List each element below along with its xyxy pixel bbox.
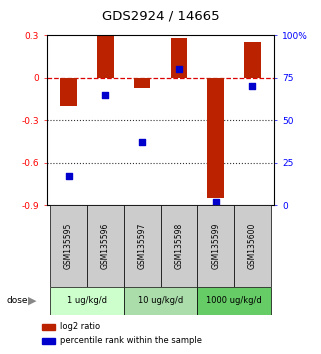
Text: GSM135595: GSM135595 <box>64 223 73 269</box>
Text: GSM135596: GSM135596 <box>101 223 110 269</box>
Point <box>66 173 71 179</box>
Text: log2 ratio: log2 ratio <box>60 322 100 331</box>
Text: GSM135597: GSM135597 <box>138 223 147 269</box>
Text: ▶: ▶ <box>28 296 36 306</box>
Bar <box>197 205 234 287</box>
Text: percentile rank within the sample: percentile rank within the sample <box>60 336 202 346</box>
Text: GSM135598: GSM135598 <box>174 223 183 269</box>
Bar <box>244 42 261 78</box>
Bar <box>170 38 187 78</box>
Text: GSM135599: GSM135599 <box>211 223 220 269</box>
Bar <box>60 78 77 106</box>
Bar <box>50 205 87 287</box>
Bar <box>42 338 55 344</box>
Point <box>140 139 145 145</box>
Text: 10 ug/kg/d: 10 ug/kg/d <box>138 296 183 306</box>
Bar <box>42 324 55 330</box>
Point <box>176 67 181 72</box>
Text: GDS2924 / 14665: GDS2924 / 14665 <box>102 10 219 22</box>
Bar <box>87 205 124 287</box>
Text: GSM135600: GSM135600 <box>248 223 257 269</box>
Bar <box>134 78 151 88</box>
Bar <box>197 287 271 315</box>
Point <box>103 92 108 98</box>
Bar <box>234 205 271 287</box>
Bar <box>207 78 224 198</box>
Text: 1000 ug/kg/d: 1000 ug/kg/d <box>206 296 262 306</box>
Bar <box>124 287 197 315</box>
Bar <box>97 35 114 78</box>
Bar <box>124 205 160 287</box>
Text: dose: dose <box>6 296 28 306</box>
Bar <box>50 287 124 315</box>
Text: 1 ug/kg/d: 1 ug/kg/d <box>67 296 107 306</box>
Bar <box>160 205 197 287</box>
Point <box>213 199 218 205</box>
Point <box>250 84 255 89</box>
